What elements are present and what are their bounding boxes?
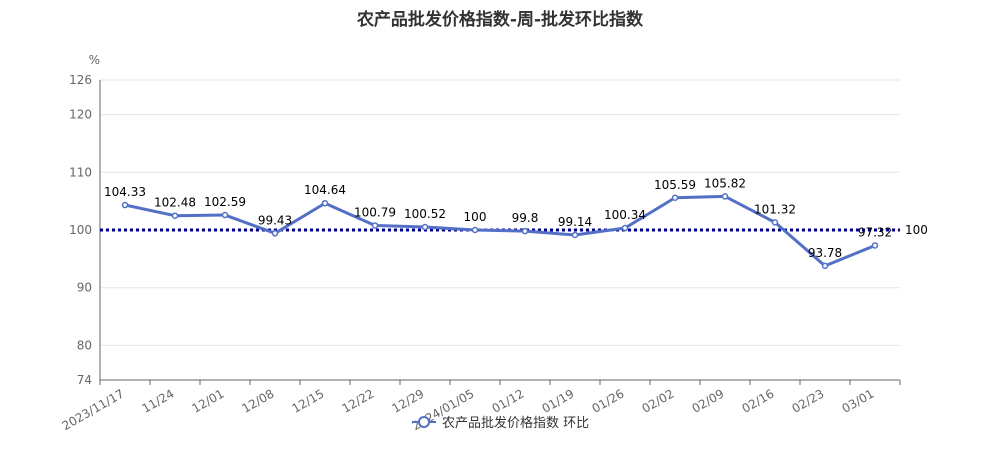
- axes: 74 80 90 100 110 120 126% 2023/11/17 11/24 12/01 1…: [60, 53, 901, 433]
- data-label: 100.79: [354, 205, 396, 219]
- x-tick-label: 01/19: [540, 386, 577, 415]
- data-label: 100.52: [404, 207, 446, 221]
- y-tick-label: 90: [77, 281, 92, 295]
- data-point: [521, 227, 529, 235]
- data-label: 102.59: [204, 195, 246, 209]
- x-tick-label: 02/16: [740, 386, 777, 415]
- legend-marker-icon: [418, 416, 430, 428]
- data-label: 99.43: [258, 213, 292, 227]
- x-tick-label: 12/15: [290, 386, 327, 415]
- data-point: [771, 219, 779, 226]
- series-line: [124, 194, 876, 268]
- x-tick-label: 02/02: [640, 386, 677, 415]
- data-point: [271, 230, 279, 237]
- data-label: 105.82: [704, 176, 746, 190]
- x-tick-label: 02/09: [690, 386, 727, 415]
- y-axis-unit: %: [89, 53, 100, 67]
- y-tick-label: 110: [69, 165, 92, 179]
- x-tick-label: 01/12: [490, 386, 527, 415]
- reference-line-label: 100: [905, 223, 928, 237]
- y-tick-label: 100: [69, 223, 92, 237]
- x-tick-label: 01/26: [590, 386, 627, 415]
- series-group: [121, 193, 879, 270]
- data-point: [321, 199, 329, 207]
- data-label: 100.34: [604, 208, 646, 222]
- data-point: [621, 224, 629, 232]
- data-point: [671, 194, 679, 201]
- y-tick-label: 74: [77, 373, 92, 387]
- data-point: [871, 242, 879, 249]
- x-tick-label: 12/01: [190, 386, 227, 415]
- reference-line-group: 100: [100, 223, 928, 237]
- data-point: [371, 222, 379, 229]
- data-point: [171, 212, 179, 219]
- y-tick-label: 126: [69, 73, 92, 87]
- data-point: [721, 193, 729, 200]
- data-label: 93.78: [808, 246, 842, 260]
- data-point: [571, 231, 579, 239]
- data-label: 99.8: [512, 211, 539, 225]
- data-label: 104.64: [304, 183, 346, 197]
- data-point: [221, 211, 229, 219]
- x-tick-label: 12/22: [340, 386, 377, 415]
- data-point: [121, 201, 129, 209]
- legend[interactable]: 农产品批发价格指数 环比: [412, 415, 589, 431]
- y-tick-label: 120: [69, 108, 92, 122]
- data-point: [421, 223, 429, 231]
- chart-title: 农产品批发价格指数-周-批发环比指数: [356, 10, 644, 30]
- data-labels: 104.33 102.48 102.59 99.43 104.64 100.79 100.5…: [104, 176, 892, 259]
- data-point: [471, 226, 479, 234]
- x-tick-label: 2023/11/17: [60, 386, 127, 433]
- data-label: 99.14: [558, 215, 592, 229]
- data-label: 101.32: [754, 202, 796, 216]
- x-tick-label: 02/23: [790, 386, 827, 415]
- x-tick-label: 11/24: [140, 386, 177, 415]
- data-label: 100: [464, 210, 487, 224]
- x-tick-label: 12/08: [240, 386, 277, 415]
- legend-label: 农产品批发价格指数 环比: [442, 415, 589, 431]
- data-label: 102.48: [154, 196, 196, 210]
- data-label: 97.32: [858, 225, 892, 239]
- x-tick-label: 12/29: [390, 386, 427, 415]
- data-label: 104.33: [104, 185, 146, 199]
- x-tick-label: 03/01: [840, 386, 877, 415]
- data-label: 105.59: [654, 178, 696, 192]
- data-point: [821, 262, 829, 270]
- y-tick-label: 80: [77, 338, 92, 352]
